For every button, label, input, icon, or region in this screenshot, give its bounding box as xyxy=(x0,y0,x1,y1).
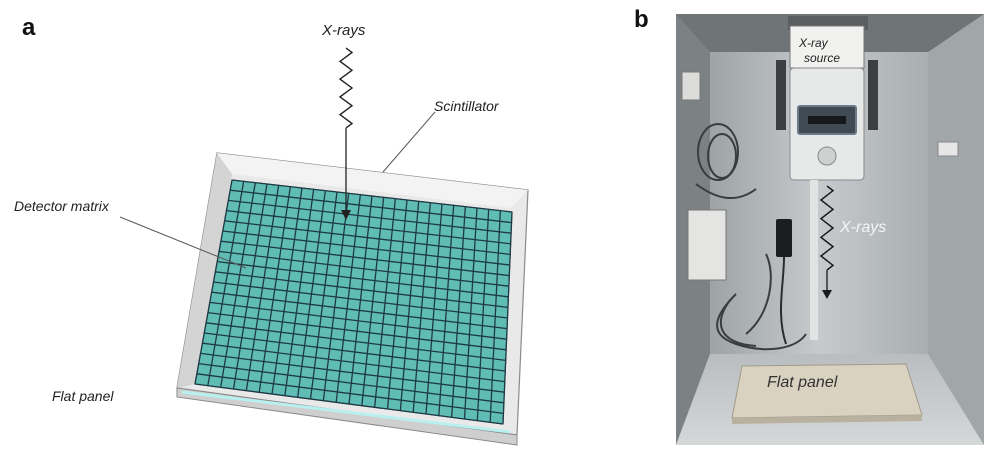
grid-row-line xyxy=(230,189,512,224)
grid-row-line xyxy=(213,281,508,319)
source-label-plate xyxy=(789,25,865,69)
grid-row-line xyxy=(215,271,509,309)
grid-row-line xyxy=(218,250,509,287)
grid-row-line xyxy=(231,179,513,213)
grid-row-line xyxy=(224,220,511,256)
source-side-arm-right xyxy=(868,60,878,130)
xray-cabinet-photo: X-ray source X-rays Flat panel xyxy=(676,14,984,445)
xray-wave-a xyxy=(338,47,354,129)
source-display-screen xyxy=(808,116,846,124)
detector-matrix-label: Detector matrix xyxy=(14,198,109,214)
grid-row-line xyxy=(211,291,508,330)
panel-b-letter: b xyxy=(634,6,649,33)
source-knob xyxy=(817,146,837,166)
wall-switch-right xyxy=(937,141,959,157)
grid-row-line xyxy=(209,301,507,340)
xrays-label-b: X-rays xyxy=(840,219,887,236)
grid-row-line xyxy=(196,373,504,415)
scintillator-leader xyxy=(382,111,436,173)
frame-inner-wall-left xyxy=(177,153,232,388)
source-strip xyxy=(810,180,818,340)
grid-row-line xyxy=(202,342,505,383)
adapter-cord xyxy=(779,256,787,345)
grid-row-line xyxy=(194,383,504,425)
grid-row-line xyxy=(207,311,507,351)
grid-row-line xyxy=(204,332,506,372)
grid-row-line xyxy=(220,240,510,277)
grid-row-line xyxy=(198,362,504,404)
detector-matrix-leader xyxy=(119,216,247,269)
flat-panel-label-b: Flat panel xyxy=(767,374,838,391)
wall-outlet xyxy=(681,71,701,101)
flat-panel-label-a: Flat panel xyxy=(52,388,114,404)
source-side-arm-left xyxy=(776,60,786,130)
grid-row-line xyxy=(217,260,509,298)
flat-panel-device-edge xyxy=(732,415,922,424)
grid-row-line xyxy=(206,322,506,362)
frame-inner-wall-top xyxy=(217,153,528,208)
cabinet-right-wall xyxy=(928,14,984,445)
xray-arrowhead-a xyxy=(341,210,351,220)
xray-wave-b xyxy=(819,185,835,271)
scintillator-label: Scintillator xyxy=(434,98,499,114)
grid-row-line xyxy=(222,230,510,266)
xray-source-label-line1: X-ray xyxy=(799,36,828,50)
flat-panel-detector-diagram xyxy=(119,47,529,446)
cabinet-illustration xyxy=(676,14,984,445)
grid-row-line xyxy=(226,209,511,245)
cables-left xyxy=(695,123,807,351)
wall-box-left xyxy=(687,209,727,281)
xray-source-label-line2: source xyxy=(804,51,841,65)
grid-row-line xyxy=(228,199,512,234)
power-adapter xyxy=(776,219,792,257)
detector-matrix-grid xyxy=(194,179,513,425)
xrays-label-a: X-rays xyxy=(322,22,366,39)
grid-row-line xyxy=(200,352,505,393)
panel-a-letter: a xyxy=(22,14,36,41)
frame-bottom-light xyxy=(181,390,511,434)
xray-arrowhead-b xyxy=(822,290,832,299)
